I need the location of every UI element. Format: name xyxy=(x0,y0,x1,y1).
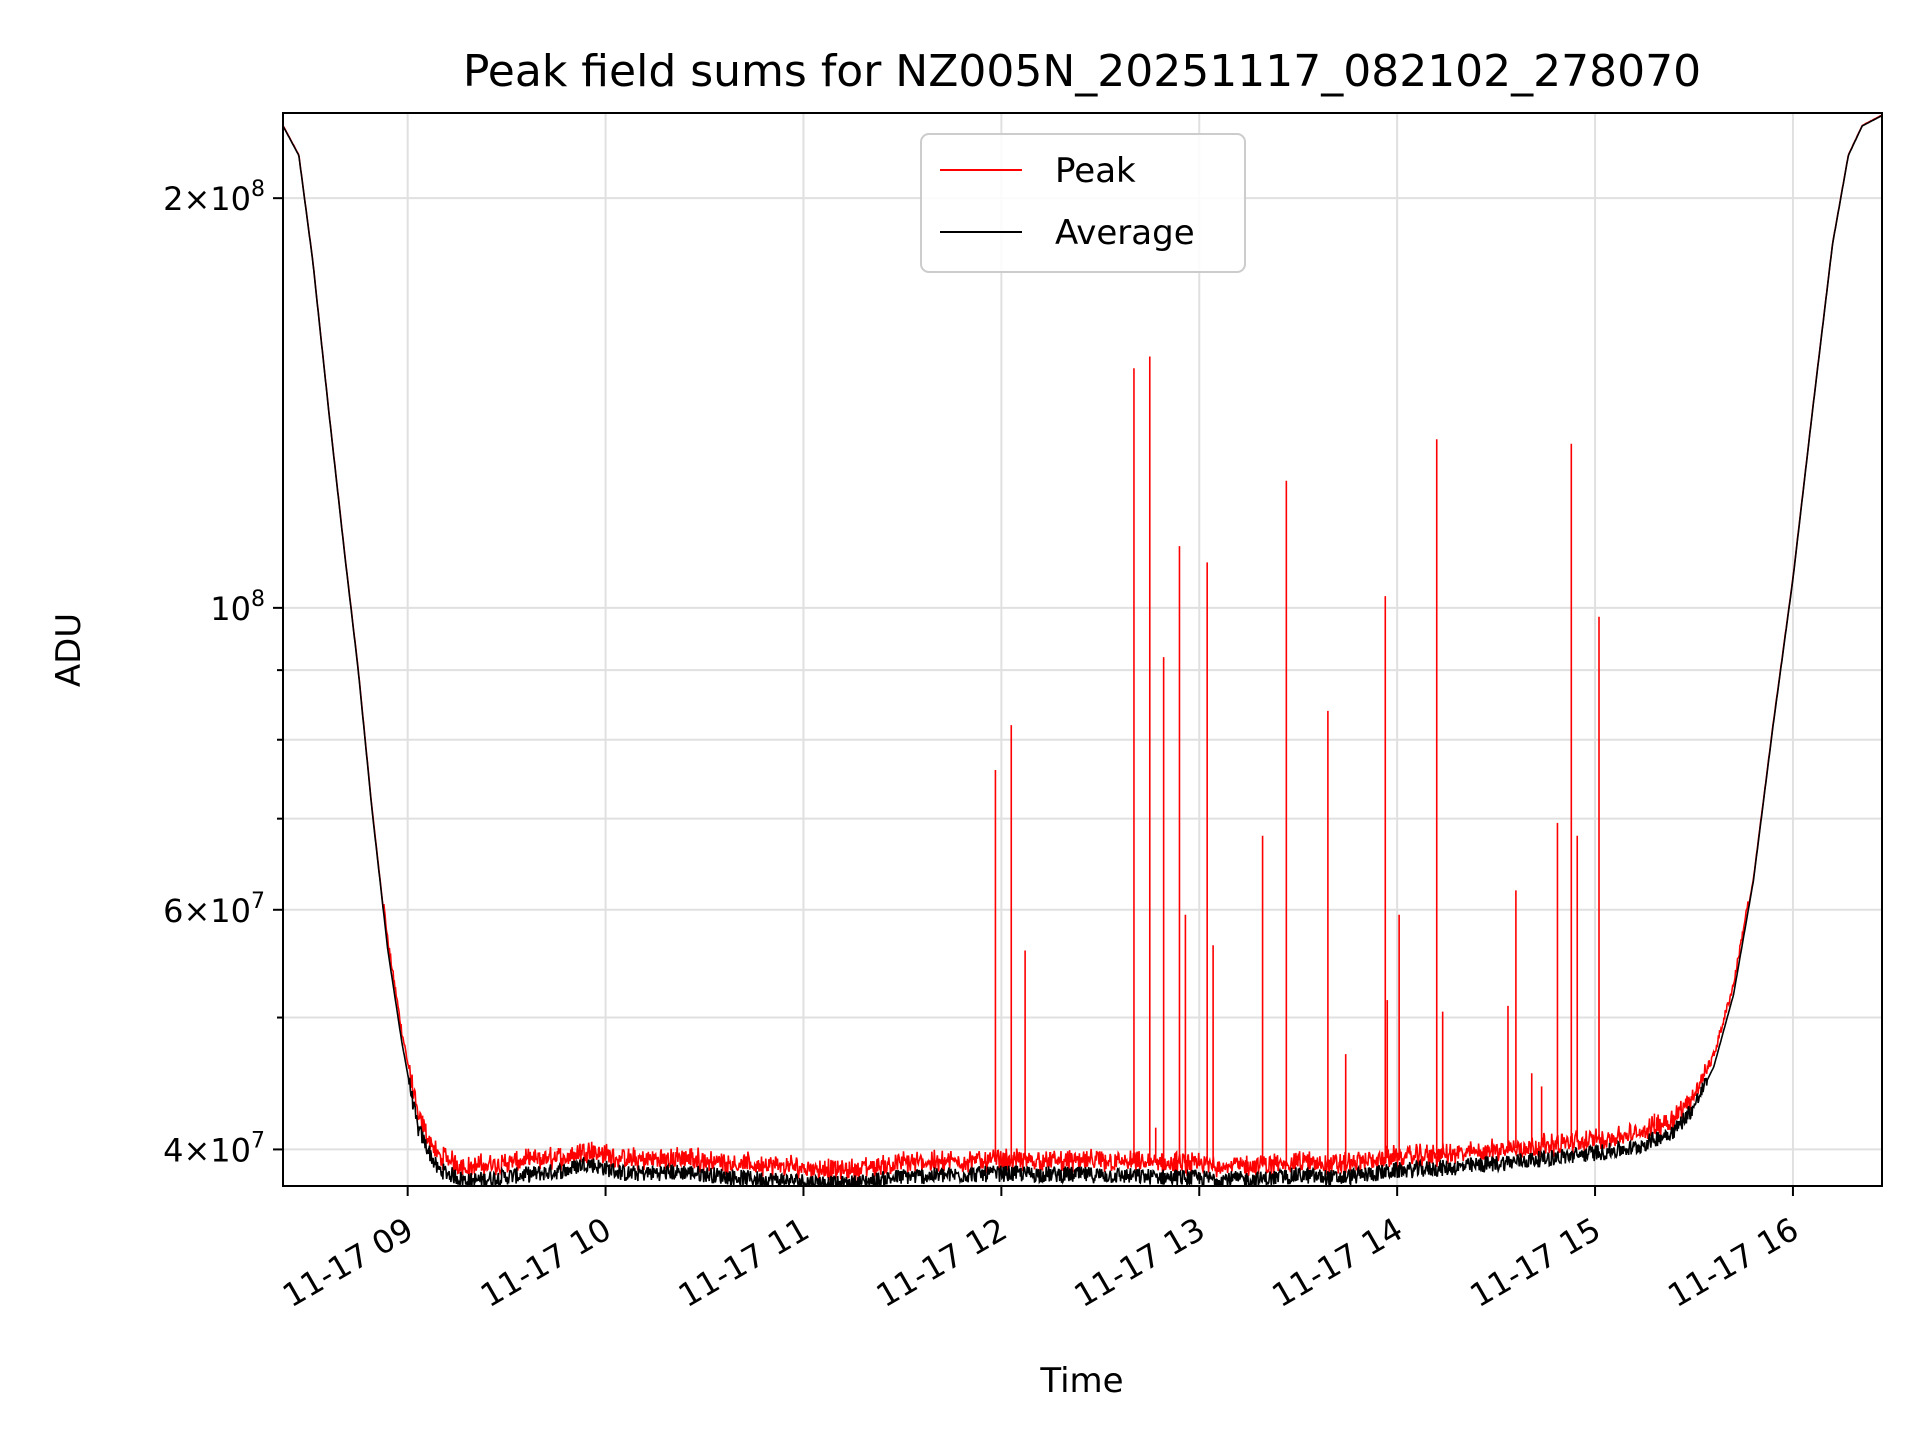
legend-label-average: Average xyxy=(1055,213,1195,253)
plot-area xyxy=(283,114,1882,1186)
series-line-peak xyxy=(283,114,1882,1182)
legend: Peak Average xyxy=(920,133,1246,273)
axes-frame xyxy=(282,112,1883,1187)
series-line-average xyxy=(283,114,1882,1186)
x-axis-label: Time xyxy=(1039,1361,1123,1401)
y-tick-label: 108 xyxy=(210,587,265,628)
y-tick-label: 4×107 xyxy=(163,1128,265,1169)
chart-title: Peak field sums for NZ005N_20251117_0821… xyxy=(463,46,1701,97)
y-tick-label: 6×107 xyxy=(163,889,265,930)
legend-frame xyxy=(920,133,1246,273)
y-tick-label: 2×108 xyxy=(163,177,265,218)
legend-label-peak: Peak xyxy=(1055,151,1136,191)
y-axis-label: ADU xyxy=(49,613,89,687)
